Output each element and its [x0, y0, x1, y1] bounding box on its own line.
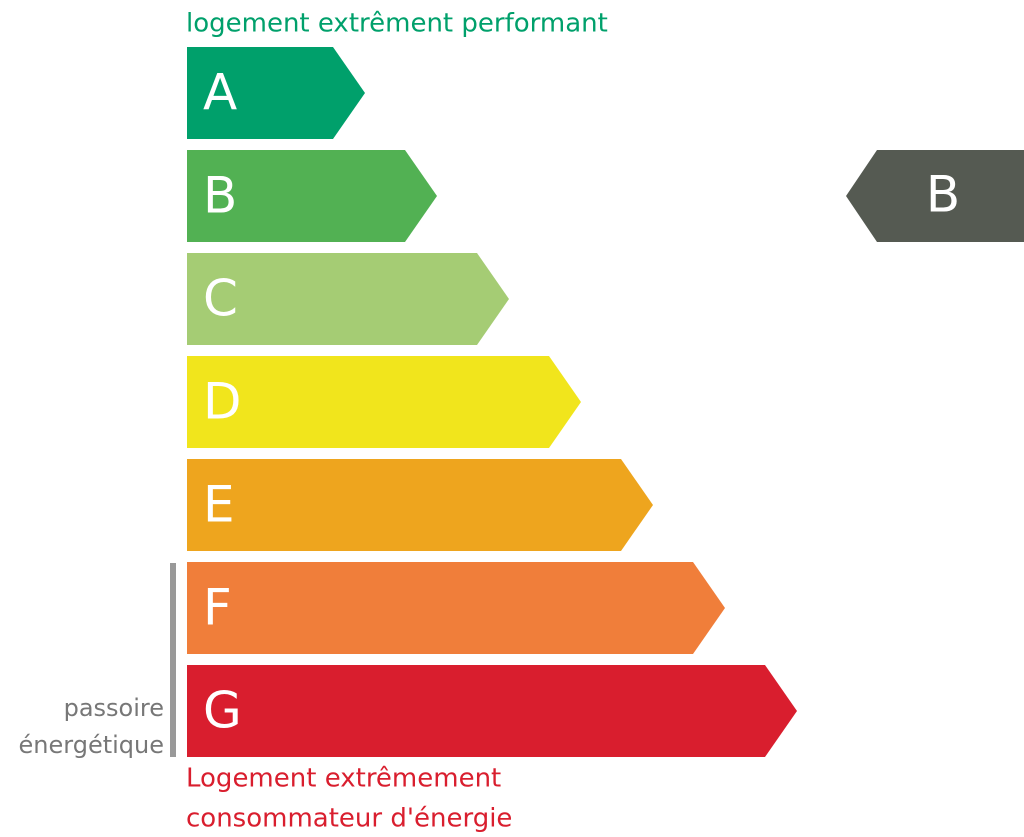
- class-letter: E: [203, 476, 235, 534]
- class-bar: [187, 562, 725, 654]
- side-note: énergétique: [19, 731, 164, 759]
- top-label: logement extrêment performant: [186, 9, 608, 39]
- rating-letter: B: [926, 166, 960, 224]
- bottom-label: Logement extrêmement: [186, 764, 501, 794]
- bottom-label: consommateur d'énergie: [186, 804, 512, 834]
- class-bar: [187, 253, 509, 345]
- side-bracket: [170, 563, 176, 757]
- class-letter: A: [203, 64, 237, 122]
- class-bar: [187, 150, 437, 242]
- class-letter: G: [203, 682, 242, 740]
- class-bar: [187, 665, 797, 757]
- class-letter: D: [203, 373, 242, 431]
- class-bar: [187, 459, 653, 551]
- class-letter: F: [203, 579, 232, 637]
- class-letter: C: [203, 270, 238, 328]
- class-bar: [187, 47, 365, 139]
- class-letter: B: [203, 167, 237, 225]
- side-note: passoire: [64, 694, 164, 722]
- rating-indicator: [846, 150, 1024, 242]
- class-bar: [187, 356, 581, 448]
